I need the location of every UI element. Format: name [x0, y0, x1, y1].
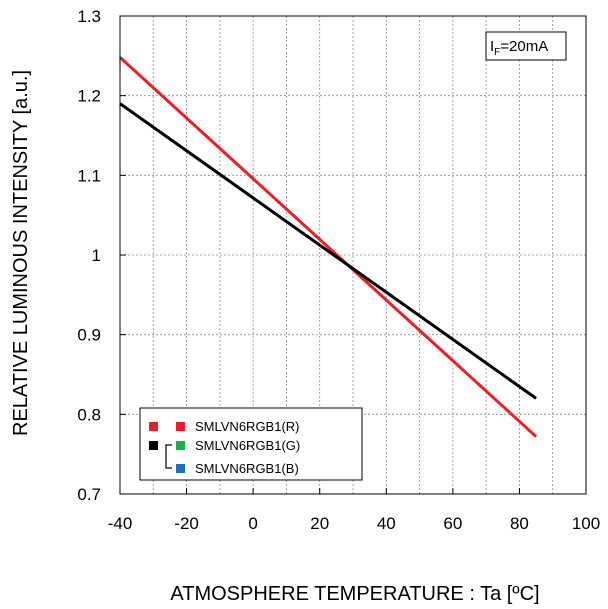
x-tick-label: 100	[572, 514, 600, 533]
svg-text:IF=20mA: IF=20mA	[490, 38, 548, 58]
x-tick-label: 60	[443, 514, 462, 533]
y-tick-label: 1.1	[77, 166, 101, 185]
legend-label-g: SMLVN6RGB1(G)	[195, 438, 300, 453]
legend-label-r: SMLVN6RGB1(R)	[195, 419, 300, 434]
y-tick-label: 0.7	[77, 485, 101, 504]
legend-marker-red-left	[149, 422, 158, 431]
condition-sub: F	[494, 47, 500, 58]
legend-marker-black	[149, 441, 158, 450]
y-tick-label: 1.2	[77, 87, 101, 106]
legend-marker-green	[176, 441, 185, 450]
grid-layer	[120, 16, 586, 494]
y-tick-label: 0.8	[77, 405, 101, 424]
legend: SMLVN6RGB1(R) SMLVN6RGB1(G) SMLVN6RGB1(B…	[139, 407, 363, 481]
y-tick-label: 0.9	[77, 326, 101, 345]
legend-marker-red	[176, 422, 185, 431]
x-tick-label: 40	[377, 514, 396, 533]
y-tick-label: 1	[92, 246, 101, 265]
y-tick-label: 1.3	[77, 7, 101, 26]
x-tick-label: -20	[174, 514, 199, 533]
tick-layer: -40 -20 0 20 40 60 80 100 0.7 0.8 0.9 1 1.1 1.2 1.3	[77, 7, 600, 533]
legend-bracket	[165, 444, 172, 469]
x-tick-label: 20	[310, 514, 329, 533]
x-tick-label: 0	[248, 514, 257, 533]
condition-rest: =20mA	[500, 38, 548, 55]
legend-label-b: SMLVN6RGB1(B)	[195, 461, 299, 476]
x-tick-label: -40	[108, 514, 133, 533]
y-axis-title: RELATIVE LUMINOUS INTENSITY [a.u.]	[10, 70, 32, 436]
condition-box: IF=20mA	[485, 31, 567, 61]
condition-box-frame	[485, 31, 567, 61]
legend-marker-blue	[176, 464, 185, 473]
series-line-1	[118, 56, 538, 438]
x-tick-label: 80	[510, 514, 529, 533]
condition-main: I	[490, 38, 494, 55]
x-axis-title: ATMOSPHERE TEMPERATURE : Ta [ºC]	[170, 583, 539, 605]
series-line-2	[119, 102, 537, 400]
series-layer	[118, 56, 538, 438]
